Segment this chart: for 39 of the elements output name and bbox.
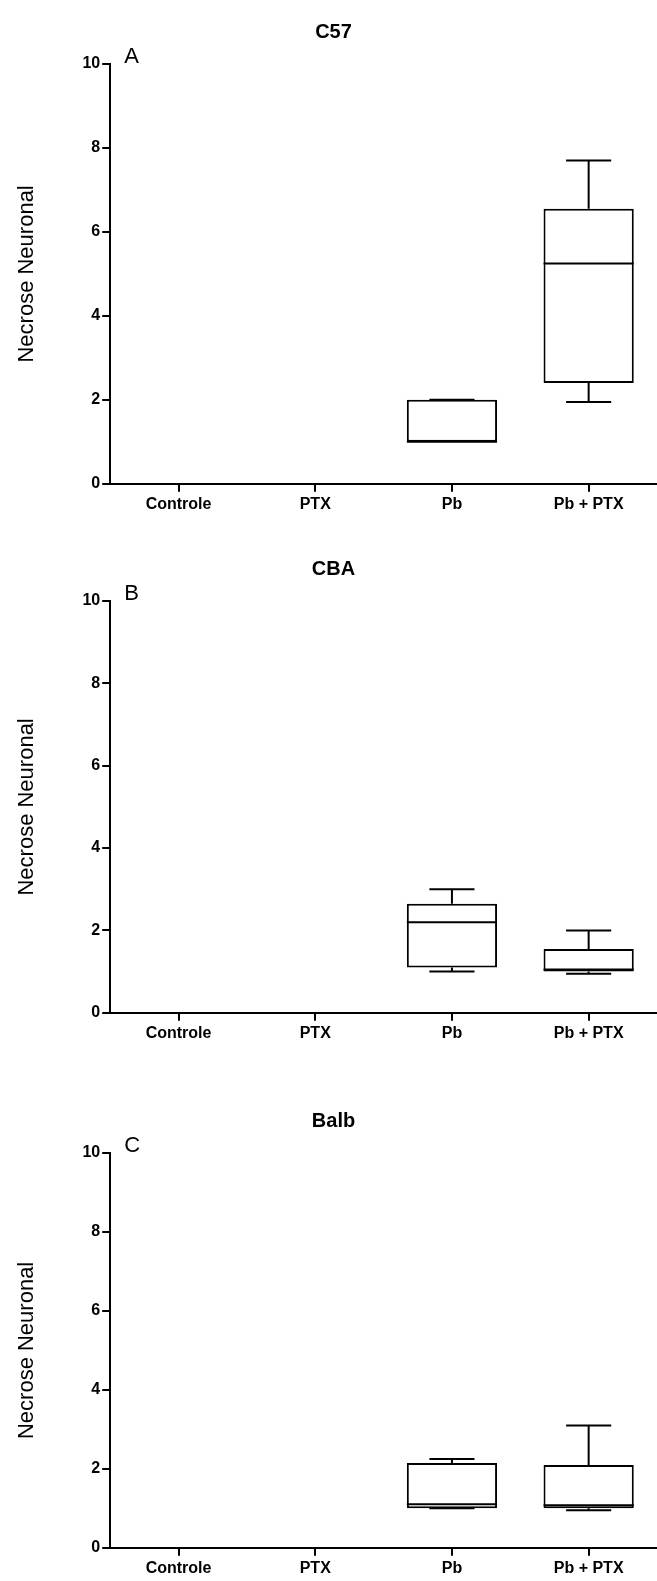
annotation: B: [124, 580, 139, 606]
y-tick-label: 4: [91, 306, 101, 324]
y-tick-label: 2: [91, 390, 101, 408]
y-tick-label: 4: [91, 838, 101, 856]
y-tick-label: 0: [91, 1003, 101, 1021]
y-tick-label: 10: [82, 54, 101, 72]
chart-title: CBA: [311, 556, 356, 579]
x-tick-label: Pb + PTX: [553, 1023, 624, 1041]
y-tick-label: 6: [91, 222, 101, 240]
y-tick-label: 8: [91, 1222, 101, 1240]
annotation: A: [124, 43, 140, 69]
x-tick-label: PTX: [299, 1558, 332, 1576]
x-tick-label: Controle: [145, 1558, 212, 1576]
x-tick-label: Controle: [145, 494, 212, 512]
x-tick-label: Pb: [441, 494, 463, 512]
x-tick-label: PTX: [299, 494, 332, 512]
y-axis-title: Necrose Neuronal: [13, 1261, 39, 1440]
x-tick-label: Pb: [441, 1023, 463, 1041]
y-tick-label: 6: [91, 756, 101, 774]
y-tick-label: 2: [91, 920, 101, 938]
y-axis-title: Necrose Neuronal: [13, 185, 39, 363]
annotation: C: [124, 1132, 141, 1158]
y-tick-label: 8: [91, 673, 101, 691]
x-tick-label: PTX: [299, 1023, 332, 1041]
y-tick-label: 2: [91, 1459, 101, 1477]
y-tick-label: 10: [82, 1143, 101, 1161]
x-tick-label: Pb + PTX: [553, 494, 624, 512]
x-tick-label: Controle: [145, 1023, 212, 1041]
y-tick-label: 4: [91, 1380, 101, 1398]
y-tick-label: 0: [91, 474, 101, 492]
y-tick-label: 10: [82, 591, 101, 609]
chart-title: C57: [315, 19, 352, 42]
x-tick-label: Pb + PTX: [553, 1558, 624, 1576]
y-tick-label: 8: [91, 138, 101, 156]
y-tick-label: 6: [91, 1301, 101, 1319]
chart-title: Balb: [311, 1108, 356, 1131]
y-tick-label: 0: [91, 1538, 101, 1556]
x-tick-label: Pb: [441, 1558, 463, 1576]
y-axis-title: Necrose Neuronal: [13, 718, 39, 896]
